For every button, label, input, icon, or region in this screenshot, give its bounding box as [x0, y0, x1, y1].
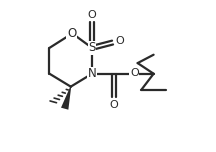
Polygon shape	[61, 86, 71, 110]
Text: O: O	[110, 100, 118, 110]
Text: N: N	[88, 67, 96, 80]
Text: O: O	[130, 68, 139, 78]
Text: S: S	[88, 41, 96, 54]
Text: O: O	[67, 27, 76, 40]
Text: O: O	[88, 10, 96, 20]
Text: O: O	[116, 36, 124, 46]
